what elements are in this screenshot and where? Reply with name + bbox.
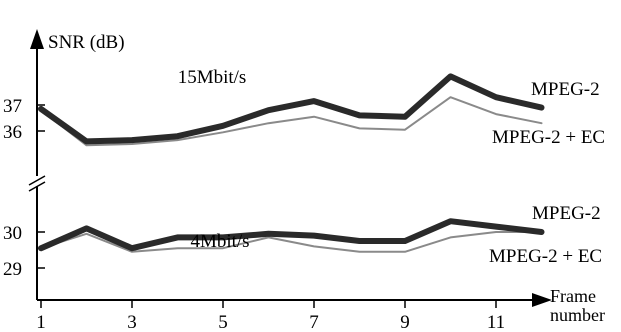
x-tick-label: 11	[487, 312, 505, 332]
x-axis-label-line: Frame	[550, 286, 596, 306]
x-tick-label: 9	[400, 312, 410, 332]
x-tick-label: 3	[127, 312, 137, 332]
y-tick-label: 30	[3, 223, 22, 244]
x-tick-label: 1	[36, 312, 46, 332]
y-axis-arrowhead	[30, 29, 44, 49]
series-label: MPEG-2	[531, 79, 600, 100]
series-line-mpeg2	[38, 218, 545, 252]
y-axis-break-mark	[28, 181, 46, 192]
y-axis-break-mark	[28, 175, 46, 186]
series-layer	[38, 73, 545, 253]
series-line-mpeg2-ec	[40, 96, 543, 147]
y-axis-label: SNR (dB)	[48, 32, 125, 53]
x-tick-label: 7	[309, 312, 319, 332]
series-label: MPEG-2	[532, 203, 601, 224]
series-line-mpeg2	[38, 73, 545, 145]
panel-bitrate-label: 4Mbit/s	[190, 231, 249, 252]
y-tick-label: 36	[3, 122, 22, 143]
x-axis-label-line: number	[550, 305, 605, 325]
series-label: MPEG-2 + EC	[489, 246, 602, 267]
x-tick-label: 5	[218, 312, 228, 332]
y-tick-label: 37	[3, 96, 22, 117]
axes	[28, 29, 552, 307]
series-line-mpeg2-ec	[40, 231, 543, 253]
series-label: MPEG-2 + EC	[492, 127, 605, 148]
panel-bitrate-label: 15Mbit/s	[178, 67, 247, 88]
x-axis-arrowhead	[532, 293, 552, 307]
ticks	[37, 104, 497, 308]
y-tick-label: 29	[3, 259, 22, 280]
